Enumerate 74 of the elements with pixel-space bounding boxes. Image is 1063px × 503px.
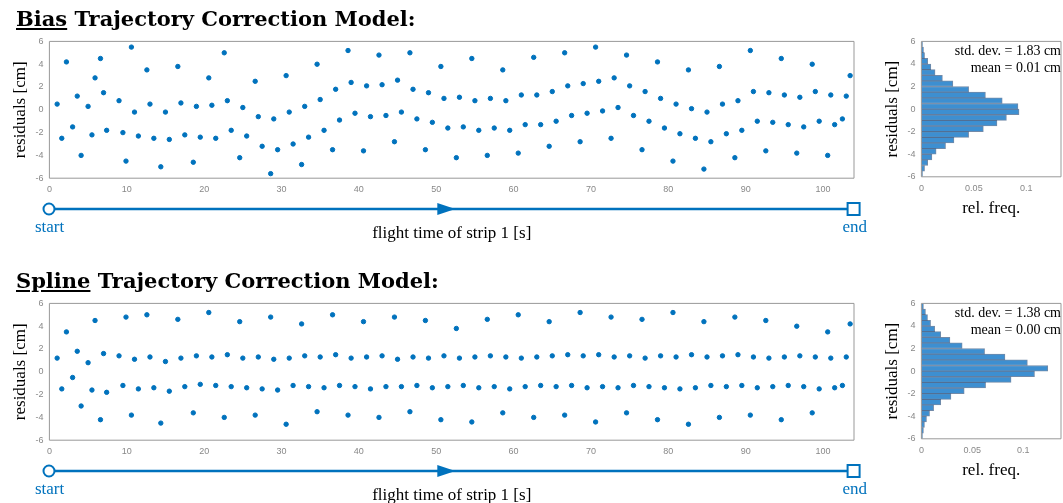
y-tick-label: 4 bbox=[910, 320, 916, 331]
y-axis-title: residuals [cm] bbox=[9, 323, 29, 421]
x-tick-label: 0 bbox=[46, 184, 52, 195]
x-tick-label: 0 bbox=[918, 444, 924, 455]
annotation: std. dev. = 1.38 cm bbox=[954, 305, 1062, 321]
x-tick-label: 10 bbox=[121, 184, 132, 195]
x-tick-label: 80 bbox=[663, 446, 674, 457]
x-tick-label: 0.1 bbox=[1020, 182, 1033, 193]
y-tick-label: 2 bbox=[38, 343, 44, 354]
y-tick-label: -4 bbox=[907, 410, 916, 421]
x-tick-label: 50 bbox=[431, 446, 442, 457]
y-tick-label: 6 bbox=[38, 35, 44, 46]
x-tick-label: 0 bbox=[918, 182, 924, 193]
x-tick-label: 10 bbox=[121, 446, 132, 457]
x-tick-label: 40 bbox=[353, 184, 364, 195]
y-tick-label: -6 bbox=[907, 433, 916, 444]
text: start bbox=[34, 479, 65, 499]
y-tick-label: -2 bbox=[907, 126, 916, 137]
x-tick-label: 90 bbox=[740, 446, 751, 457]
x-tick-label: 30 bbox=[276, 184, 287, 195]
y-tick-label: -4 bbox=[35, 411, 44, 422]
chart-title: Bias Trajectory Correction Model: bbox=[16, 6, 416, 31]
y-tick-label: 0 bbox=[38, 366, 44, 377]
text: start bbox=[34, 217, 65, 237]
y-tick-label: 0 bbox=[910, 103, 916, 114]
y-tick-label: -6 bbox=[35, 434, 44, 445]
y-axis-title: residuals [cm] bbox=[9, 61, 29, 159]
y-tick-label: -4 bbox=[907, 148, 916, 159]
x-tick-label: 70 bbox=[585, 446, 596, 457]
y-tick-label: 4 bbox=[910, 58, 916, 69]
text: end bbox=[842, 217, 868, 237]
x-tick-label: 100 bbox=[815, 184, 831, 195]
y-tick-label: -6 bbox=[907, 171, 916, 182]
y-tick-label: 0 bbox=[38, 104, 44, 115]
annotation: mean = 0.00 cm bbox=[970, 322, 1062, 338]
x-tick-label: 80 bbox=[663, 184, 674, 195]
y-tick-label: 2 bbox=[910, 343, 916, 354]
y-tick-label: 0 bbox=[910, 365, 916, 376]
y-tick-label: -4 bbox=[35, 149, 44, 160]
text: end bbox=[842, 479, 868, 499]
y-tick-label: 4 bbox=[38, 320, 44, 331]
chart-title: Spline Trajectory Correction Model: bbox=[16, 268, 439, 293]
x-tick-label: 90 bbox=[740, 184, 751, 195]
y-tick-label: 2 bbox=[38, 81, 44, 92]
x-axis-title: rel. freq. bbox=[962, 198, 1021, 218]
y-axis-title: residuals [cm] bbox=[881, 60, 901, 158]
y-axis-title: residuals [cm] bbox=[881, 322, 901, 420]
x-tick-label: 0.1 bbox=[1017, 444, 1030, 455]
x-axis-title: rel. freq. bbox=[962, 460, 1021, 480]
annotation: mean = 0.01 cm bbox=[970, 60, 1062, 76]
x-tick-label: 60 bbox=[508, 446, 519, 457]
x-tick-label: 0 bbox=[46, 446, 52, 457]
y-tick-label: -2 bbox=[35, 127, 44, 138]
x-tick-label: 20 bbox=[199, 184, 210, 195]
x-tick-label: 30 bbox=[276, 446, 287, 457]
annotation: std. dev. = 1.83 cm bbox=[954, 43, 1062, 59]
y-tick-label: -2 bbox=[35, 389, 44, 400]
x-tick-label: 60 bbox=[508, 184, 519, 195]
x-tick-label: 70 bbox=[585, 184, 596, 195]
x-tick-label: 20 bbox=[199, 446, 210, 457]
y-tick-label: 2 bbox=[910, 81, 916, 92]
y-tick-label: -2 bbox=[907, 388, 916, 399]
y-tick-label: 4 bbox=[38, 58, 44, 69]
x-tick-label: 40 bbox=[353, 446, 364, 457]
x-tick-label: 100 bbox=[815, 446, 831, 457]
x-axis-title: flight time of strip 1 [s] bbox=[372, 485, 532, 503]
y-tick-label: 6 bbox=[910, 297, 916, 308]
x-tick-label: 0.05 bbox=[965, 182, 983, 193]
y-tick-label: 6 bbox=[38, 297, 44, 308]
y-tick-label: -6 bbox=[35, 172, 44, 183]
x-axis-title: flight time of strip 1 [s] bbox=[372, 223, 532, 243]
x-tick-label: 0.05 bbox=[963, 444, 982, 455]
y-tick-label: 6 bbox=[910, 35, 916, 46]
x-tick-label: 50 bbox=[431, 184, 442, 195]
